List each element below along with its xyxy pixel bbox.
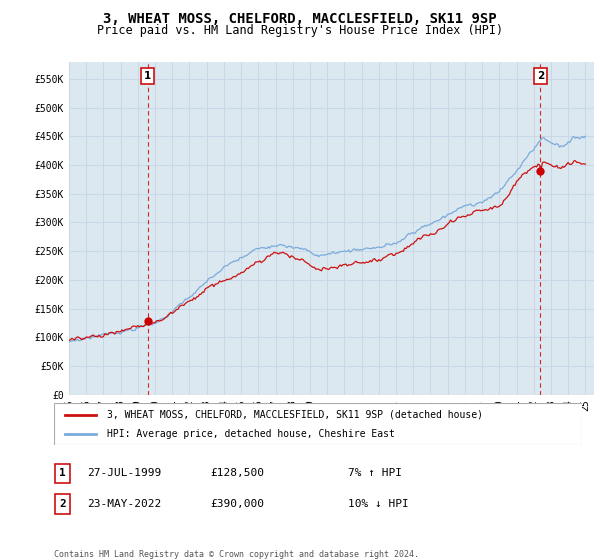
Text: 2: 2 (59, 499, 66, 509)
Text: 2: 2 (537, 71, 544, 81)
Text: £390,000: £390,000 (210, 499, 264, 509)
Text: 10% ↓ HPI: 10% ↓ HPI (348, 499, 409, 509)
Text: Price paid vs. HM Land Registry's House Price Index (HPI): Price paid vs. HM Land Registry's House … (97, 24, 503, 36)
Text: Contains HM Land Registry data © Crown copyright and database right 2024.
This d: Contains HM Land Registry data © Crown c… (54, 550, 419, 560)
Text: 1: 1 (59, 468, 66, 478)
Text: 1: 1 (144, 71, 151, 81)
Text: 3, WHEAT MOSS, CHELFORD, MACCLESFIELD, SK11 9SP (detached house): 3, WHEAT MOSS, CHELFORD, MACCLESFIELD, S… (107, 409, 483, 419)
Text: HPI: Average price, detached house, Cheshire East: HPI: Average price, detached house, Ches… (107, 429, 395, 439)
Text: £128,500: £128,500 (210, 468, 264, 478)
Text: 7% ↑ HPI: 7% ↑ HPI (348, 468, 402, 478)
Text: 23-MAY-2022: 23-MAY-2022 (87, 499, 161, 509)
Text: 27-JUL-1999: 27-JUL-1999 (87, 468, 161, 478)
Text: 3, WHEAT MOSS, CHELFORD, MACCLESFIELD, SK11 9SP: 3, WHEAT MOSS, CHELFORD, MACCLESFIELD, S… (103, 12, 497, 26)
